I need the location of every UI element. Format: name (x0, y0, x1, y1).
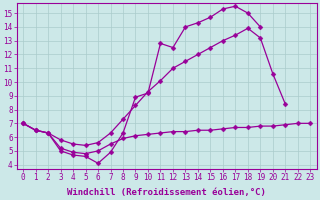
X-axis label: Windchill (Refroidissement éolien,°C): Windchill (Refroidissement éolien,°C) (67, 188, 266, 197)
